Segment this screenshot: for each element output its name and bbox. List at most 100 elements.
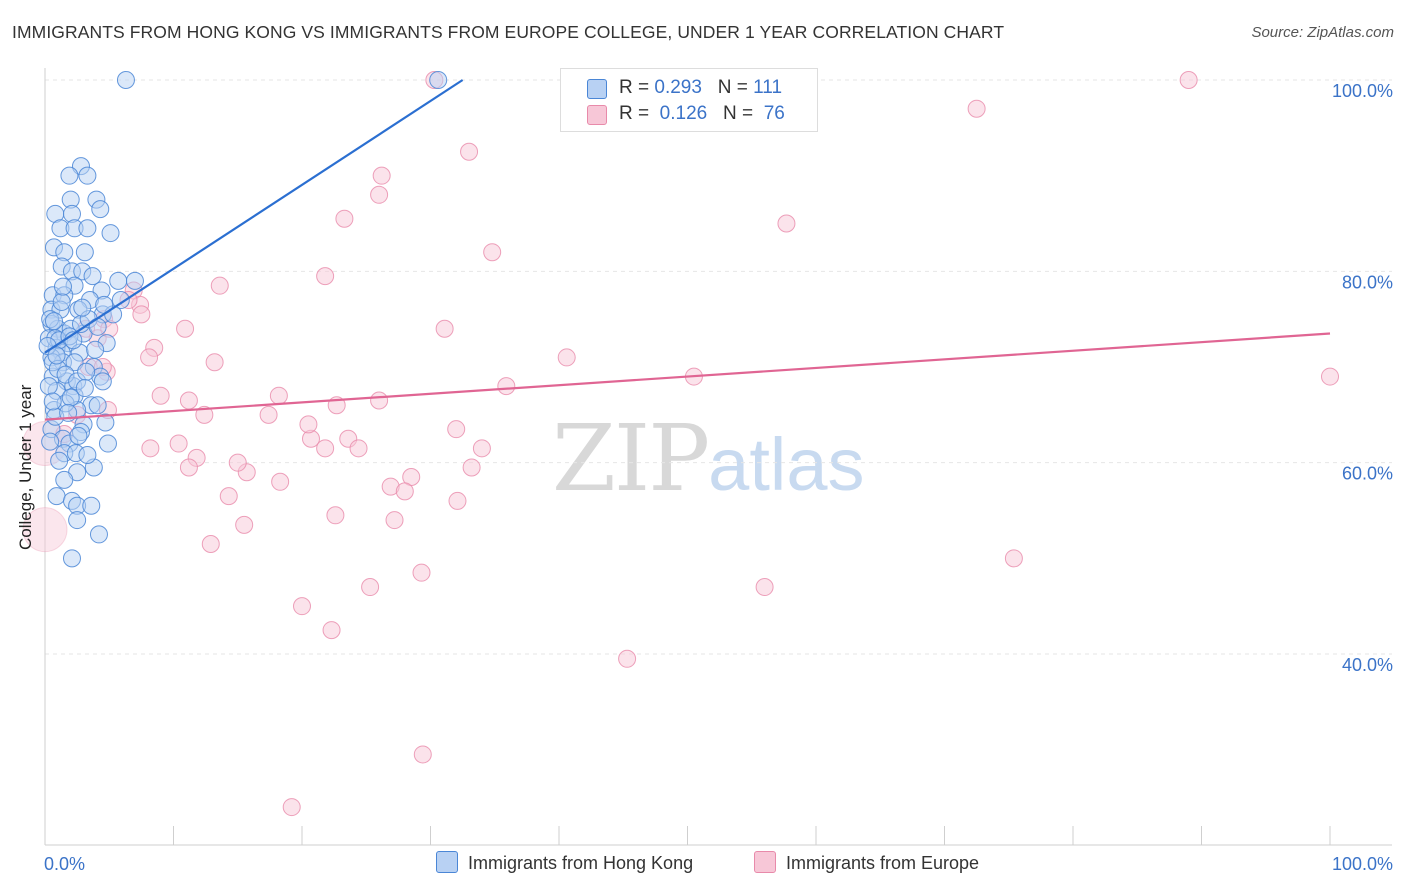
legend-text-europe: R = 0.126 N = 76 (619, 103, 785, 125)
europe-point (413, 745, 432, 764)
europe-point (210, 276, 229, 295)
hong-kong-point (62, 549, 81, 568)
hong-kong-point (86, 340, 105, 359)
europe-point (462, 458, 481, 477)
bottom-legend-swatch-europe (754, 851, 776, 873)
hong-kong-point (68, 511, 87, 530)
hong-kong-point (96, 413, 115, 432)
tick-labels: 40.0% 60.0% 80.0% 100.0% 0.0% 100.0% (44, 81, 1393, 874)
hong-kong-trend-line (44, 79, 464, 354)
hong-kong-point (78, 166, 97, 185)
bottom-legend-europe: Immigrants from Europe (754, 851, 979, 874)
hong-kong-point (50, 451, 69, 470)
hong-kong-point (73, 298, 92, 317)
hong-kong-point (53, 277, 72, 296)
europe-point (201, 534, 220, 553)
hong-kong-point (44, 312, 63, 331)
europe-point (361, 578, 380, 597)
europe-point (316, 439, 335, 458)
chart-title: IMMIGRANTS FROM HONG KONG VS IMMIGRANTS … (12, 22, 1005, 42)
y-axis-label: College, Under 1 year (16, 384, 35, 550)
watermark-zip: ZIP (552, 405, 710, 512)
hong-kong-point (429, 71, 448, 89)
europe-point (385, 511, 404, 530)
europe-point (1179, 71, 1198, 89)
hong-kong-point (43, 392, 62, 411)
y-tick-label: 80.0% (1342, 272, 1393, 292)
europe-point (235, 515, 254, 534)
europe-point (777, 214, 796, 233)
hong-kong-point (98, 434, 117, 453)
europe-point (282, 798, 301, 817)
europe-point (335, 209, 354, 228)
europe-point (349, 439, 368, 458)
x-tick-label: 100.0% (1332, 854, 1393, 874)
europe-point (618, 649, 637, 668)
hong-kong-point (93, 372, 112, 391)
europe-point (326, 506, 345, 525)
bottom-legend-hong-kong: Immigrants from Hong Kong (436, 851, 693, 874)
hong-kong-point (78, 446, 97, 465)
watermark-atlas: atlas (708, 423, 865, 506)
hong-kong-point (47, 346, 66, 365)
watermark: ZIPatlas (552, 405, 864, 512)
legend-text-hong-kong: R = 0.293 N = 111 (619, 77, 782, 99)
legend-n-label: N = (723, 103, 759, 124)
europe-point (472, 439, 491, 458)
hong-kong-point (65, 353, 84, 372)
hong-kong-point (55, 470, 74, 489)
europe-point (370, 391, 389, 410)
y-tick-label: 40.0% (1342, 655, 1393, 675)
europe-point (557, 348, 576, 367)
legend-swatch-hong-kong (587, 79, 607, 99)
legend-swatch-europe (587, 105, 607, 125)
y-tick-label: 100.0% (1332, 81, 1393, 101)
europe-point (322, 621, 341, 640)
axes (44, 68, 1392, 846)
hong-kong-point (52, 292, 71, 311)
hong-kong-point (60, 166, 79, 185)
hong-kong-point (77, 362, 96, 381)
legend-r-value: 0.293 (654, 77, 702, 98)
hong-kong-point (78, 219, 97, 238)
bottom-legend-label-hong-kong: Immigrants from Hong Kong (468, 853, 694, 873)
hong-kong-point (83, 267, 102, 286)
bottom-legend-label-europe: Immigrants from Europe (786, 853, 980, 873)
bottom-legend-swatch-hong-kong (436, 851, 458, 873)
europe-point (195, 405, 214, 424)
europe-point (179, 458, 198, 477)
legend-r-label: R = (619, 103, 655, 124)
europe-point (205, 353, 224, 372)
hong-kong-point (47, 487, 66, 506)
hong-kong-point (41, 432, 60, 451)
hong-kong-point (82, 496, 101, 515)
europe-point (483, 243, 502, 262)
legend-r-label: R = (619, 77, 655, 98)
hong-kong-point (116, 71, 135, 89)
europe-point (372, 166, 391, 185)
europe-point (219, 487, 238, 506)
europe-trend-line (44, 332, 1331, 421)
europe-point (299, 415, 318, 434)
hong-kong-point (101, 224, 120, 243)
europe-point (179, 391, 198, 410)
europe-point (141, 439, 160, 458)
hong-kong-point (39, 377, 58, 396)
y-tick-label: 60.0% (1342, 464, 1393, 484)
legend-n-value: 76 (763, 103, 785, 124)
europe-point (1321, 367, 1339, 386)
europe-point (228, 453, 247, 472)
europe-point (497, 377, 516, 396)
hong-kong-point (75, 243, 94, 262)
hong-kong-point (91, 200, 110, 219)
europe-point (755, 578, 774, 597)
europe-point (395, 482, 414, 501)
legend-r-value: 0.126 (659, 103, 708, 124)
trend-lines (44, 79, 1331, 421)
series-europe-points (22, 71, 1339, 817)
hong-kong-point (88, 396, 107, 415)
hong-kong-point (89, 525, 108, 544)
europe-point (293, 597, 311, 616)
europe-point (1004, 549, 1023, 568)
